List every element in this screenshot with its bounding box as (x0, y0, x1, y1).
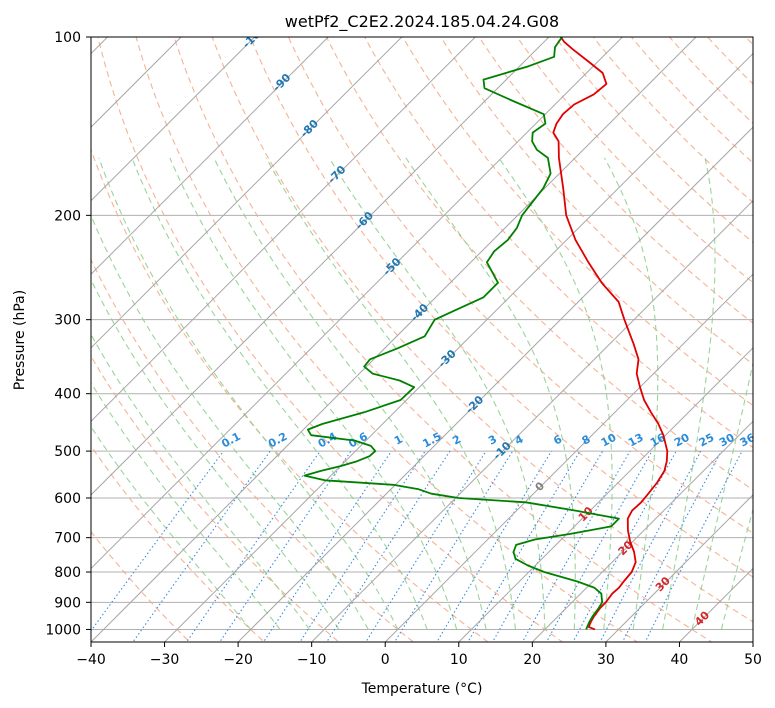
dry-adiabat-line (554, 37, 753, 244)
dry-adiabat-line (516, 37, 753, 284)
mixing-ratio-line (436, 450, 552, 642)
isotherm-line (91, 37, 477, 423)
dry-adiabat-line (364, 37, 753, 449)
mixing-ratio-label: 20 (672, 431, 692, 450)
x-tick-label: 40 (671, 652, 689, 668)
x-tick-label: −20 (223, 652, 253, 668)
x-tick-label: 0 (381, 652, 390, 668)
y-tick-label: 600 (54, 491, 81, 507)
mixing-ratio-label: 13 (626, 431, 646, 450)
mixing-ratio-line (545, 450, 653, 642)
mixing-ratio-label: 25 (697, 431, 717, 450)
dry-adiabat-line (91, 355, 340, 642)
mixing-ratio-lines (91, 450, 743, 642)
mixing-ratio-line (132, 450, 271, 642)
isotherm-line (605, 494, 753, 642)
moist-adiabat-line (91, 214, 369, 630)
y-tick-label: 1000 (45, 622, 81, 638)
moist-adiabat-line (91, 278, 340, 630)
dry-adiabat-line (211, 37, 753, 623)
mixing-ratio-line (185, 450, 321, 642)
dry-adiabat-line (402, 37, 753, 407)
moist-adiabats (91, 157, 753, 630)
chart-title: wetPf2_C2E2.2024.185.04.24.G08 (285, 12, 559, 32)
y-tick-label: 300 (54, 313, 81, 329)
y-tick-label: 500 (54, 444, 81, 460)
x-tick-label: −10 (297, 652, 327, 668)
dry-adiabat-line (91, 530, 191, 642)
y-tick-label: 200 (54, 208, 81, 224)
x-axis-label: Temperature (°C) (361, 681, 483, 697)
y-tick-label: 100 (54, 30, 81, 46)
moist-adiabat-line (328, 157, 546, 630)
isotherm-line (458, 347, 753, 642)
isotherm-line (310, 199, 753, 642)
y-tick-label: 700 (54, 531, 81, 547)
y-tick-label: 900 (54, 595, 81, 611)
x-tick-label: 10 (450, 652, 468, 668)
isotherm-line (237, 126, 753, 642)
mixing-ratio-line (644, 450, 743, 642)
y-tick-label: 400 (54, 387, 81, 403)
moist-adiabat-line (405, 157, 576, 630)
dewpoint-profile (303, 37, 620, 630)
skewed-isotherms (91, 37, 753, 642)
x-tick-label: 50 (744, 652, 762, 668)
moist-adiabat-line (98, 157, 399, 630)
y-tick-label: 800 (54, 565, 81, 581)
mixing-ratio-line (262, 450, 392, 642)
dry-adiabat-line (97, 37, 564, 642)
x-tick-label: −30 (150, 652, 180, 668)
mixing-ratio-line (219, 450, 352, 642)
isotherm-line (91, 37, 403, 349)
isotherm-line (91, 37, 624, 570)
mixing-ratio-label: 30 (717, 431, 737, 450)
moist-adiabat-line (265, 157, 517, 630)
dry-adiabat-line (173, 37, 713, 642)
moist-adiabat-line (91, 425, 252, 630)
isotherm-line (384, 273, 753, 642)
isotherm-line (163, 52, 753, 642)
x-tick-label: −40 (76, 652, 106, 668)
dry-adiabat-line (287, 37, 753, 534)
pressure-gridlines (91, 37, 753, 630)
isotherm-line (91, 37, 697, 642)
moist-adiabat-line (91, 381, 281, 630)
plot-frame (90, 36, 754, 643)
isotherm-line (91, 37, 256, 202)
mixing-ratio-line (467, 450, 581, 642)
sounding-profiles (303, 37, 669, 631)
moist-adiabat-line (662, 157, 716, 630)
y-axis-ticks: 100 200 300 400 500 600 700 800 900 1000 (45, 30, 91, 638)
isotherm-line (91, 37, 329, 275)
dry-adiabat-line (478, 37, 753, 324)
mixing-ratio-line (491, 450, 604, 642)
x-tick-label: 20 (523, 652, 541, 668)
moist-adiabat-line (131, 157, 428, 630)
mixing-ratio-line (326, 450, 451, 642)
isotherm-line (91, 37, 550, 496)
y-axis-label: Pressure (hPa) (12, 290, 28, 390)
mixing-ratio-label: 36 (738, 431, 758, 450)
moist-adiabat-line (691, 360, 753, 630)
temperature-profile (552, 37, 669, 631)
x-axis-ticks: −40 −30 −20 −10 0 10 20 30 40 50 (76, 642, 762, 668)
x-tick-label: 30 (597, 652, 615, 668)
isotherm-line (531, 420, 753, 642)
dry-adiabat-line (91, 258, 415, 642)
dry-adiabat-line (135, 37, 639, 642)
mixing-ratio-label: 10 (599, 431, 619, 450)
mixing-ratio-line (299, 450, 426, 642)
